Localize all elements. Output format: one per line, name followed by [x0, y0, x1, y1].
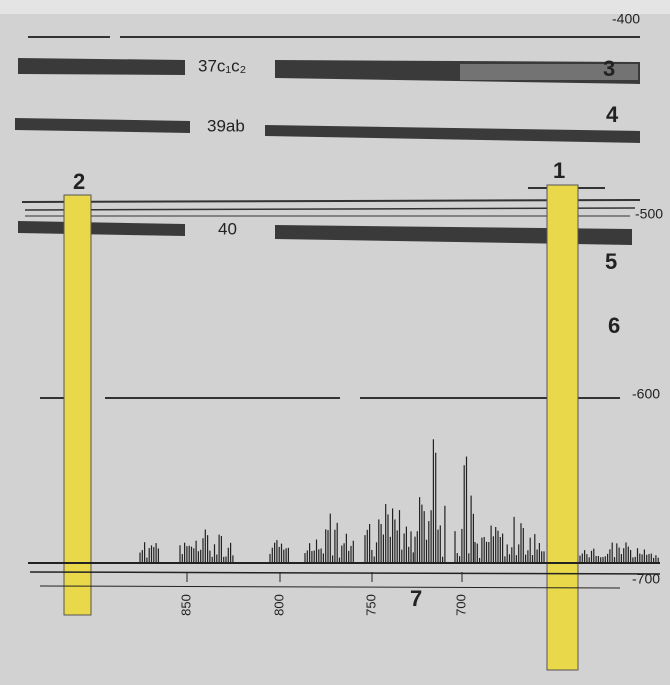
scale-label: -500 — [635, 206, 663, 222]
page: -400 -500 -600 -700 37c₁c₂ 3 39ab 4 40 5… — [0, 0, 670, 685]
band-label: 37c₁c₂ — [198, 56, 246, 75]
figure: -400 -500 -600 -700 37c₁c₂ 3 39ab 4 40 5… — [0, 0, 670, 685]
axis-number: 7 — [410, 586, 422, 611]
column-label: 1 — [553, 158, 565, 183]
column-label: 2 — [73, 169, 85, 194]
column — [547, 185, 578, 670]
band-label: 40 — [218, 219, 237, 238]
axis-label: 700 — [453, 594, 468, 616]
scale-label: -400 — [612, 11, 640, 27]
axis-label: 750 — [363, 594, 378, 616]
scale-label: -600 — [632, 386, 660, 402]
column — [64, 195, 91, 615]
extra-number: 6 — [608, 313, 620, 338]
band-number: 3 — [603, 56, 615, 81]
band-number: 4 — [606, 102, 619, 127]
top-strip — [0, 0, 670, 14]
axis-label: 800 — [271, 594, 286, 616]
band-number: 5 — [605, 249, 617, 274]
band-label: 39ab — [207, 116, 245, 135]
axis-label: 850 — [178, 594, 193, 616]
band-bar — [18, 58, 185, 75]
scale-label: -700 — [632, 571, 660, 587]
